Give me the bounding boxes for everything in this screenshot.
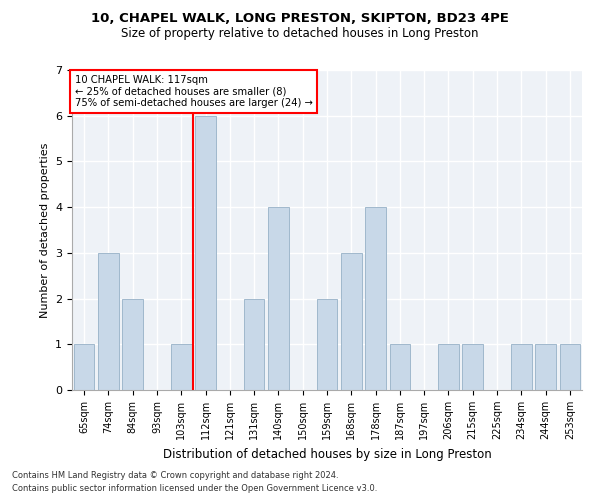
Bar	[365, 207, 386, 390]
Bar	[195, 116, 216, 390]
Text: 10 CHAPEL WALK: 117sqm
← 25% of detached houses are smaller (8)
75% of semi-deta: 10 CHAPEL WALK: 117sqm ← 25% of detached…	[74, 75, 313, 108]
Bar	[98, 253, 119, 390]
Bar	[463, 344, 483, 390]
Bar	[535, 344, 556, 390]
Bar	[122, 298, 143, 390]
Y-axis label: Number of detached properties: Number of detached properties	[40, 142, 50, 318]
Text: Contains public sector information licensed under the Open Government Licence v3: Contains public sector information licen…	[12, 484, 377, 493]
Bar	[268, 207, 289, 390]
Bar	[341, 253, 362, 390]
Bar	[74, 344, 94, 390]
Bar	[560, 344, 580, 390]
Bar	[244, 298, 265, 390]
Bar	[171, 344, 191, 390]
Bar	[438, 344, 459, 390]
Text: Size of property relative to detached houses in Long Preston: Size of property relative to detached ho…	[121, 28, 479, 40]
Text: Contains HM Land Registry data © Crown copyright and database right 2024.: Contains HM Land Registry data © Crown c…	[12, 470, 338, 480]
Bar	[317, 298, 337, 390]
Bar	[511, 344, 532, 390]
Text: 10, CHAPEL WALK, LONG PRESTON, SKIPTON, BD23 4PE: 10, CHAPEL WALK, LONG PRESTON, SKIPTON, …	[91, 12, 509, 26]
X-axis label: Distribution of detached houses by size in Long Preston: Distribution of detached houses by size …	[163, 448, 491, 460]
Bar	[389, 344, 410, 390]
